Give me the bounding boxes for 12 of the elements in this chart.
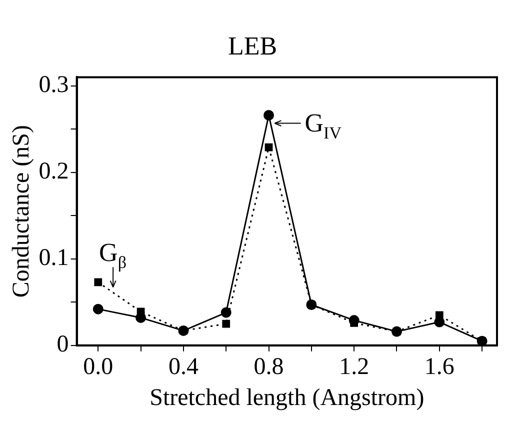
y-tick-label: 0.2 bbox=[38, 158, 69, 185]
x-tick-label: 0.4 bbox=[168, 354, 198, 380]
x-tick-label: 0.8 bbox=[254, 354, 284, 380]
chart-title: LEB bbox=[228, 31, 278, 60]
y-tick-label: 0.1 bbox=[38, 245, 69, 272]
y-tick-label: 0.3 bbox=[38, 72, 69, 98]
y-axis-title: Conductance (nS) bbox=[8, 124, 35, 298]
x-tick-label: 0.0 bbox=[83, 354, 114, 380]
x-tick-label: 1.6 bbox=[424, 354, 454, 380]
x-tick-label: 1.2 bbox=[339, 354, 370, 380]
x-axis-title: Stretched length (Angstrom) bbox=[150, 384, 424, 411]
y-tick-label: 0 bbox=[56, 332, 69, 358]
